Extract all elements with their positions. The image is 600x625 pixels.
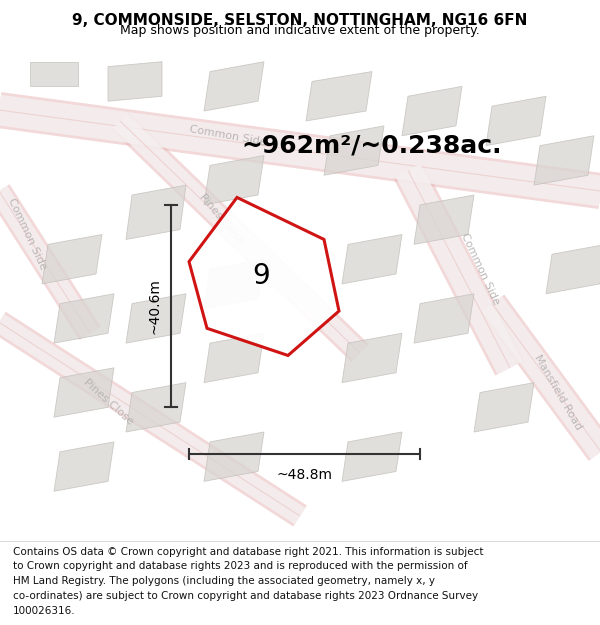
Polygon shape xyxy=(342,432,402,481)
Polygon shape xyxy=(402,86,462,136)
Polygon shape xyxy=(54,368,114,418)
Polygon shape xyxy=(324,126,384,175)
Polygon shape xyxy=(414,195,474,244)
Polygon shape xyxy=(54,294,114,343)
Text: Common Side: Common Side xyxy=(6,197,48,272)
Polygon shape xyxy=(30,62,78,86)
Polygon shape xyxy=(54,442,114,491)
Polygon shape xyxy=(534,136,594,185)
Polygon shape xyxy=(342,333,402,382)
Text: ~962m²/~0.238ac.: ~962m²/~0.238ac. xyxy=(242,134,502,158)
Polygon shape xyxy=(42,234,102,284)
Text: co-ordinates) are subject to Crown copyright and database rights 2023 Ordnance S: co-ordinates) are subject to Crown copyr… xyxy=(13,591,478,601)
Polygon shape xyxy=(342,234,402,284)
Text: Contains OS data © Crown copyright and database right 2021. This information is : Contains OS data © Crown copyright and d… xyxy=(13,546,484,556)
Polygon shape xyxy=(204,62,264,111)
Polygon shape xyxy=(126,294,186,343)
Polygon shape xyxy=(546,244,600,294)
Text: Common Side: Common Side xyxy=(459,232,501,306)
Text: Mansfield Road: Mansfield Road xyxy=(532,353,584,432)
Polygon shape xyxy=(204,259,264,309)
Polygon shape xyxy=(306,71,372,121)
Polygon shape xyxy=(126,382,186,432)
Text: ~40.6m: ~40.6m xyxy=(148,278,162,334)
Polygon shape xyxy=(204,432,264,481)
Polygon shape xyxy=(204,333,264,382)
Polygon shape xyxy=(414,294,474,343)
Polygon shape xyxy=(189,198,339,356)
Text: ~48.8m: ~48.8m xyxy=(277,468,332,482)
Polygon shape xyxy=(108,62,162,101)
Text: HM Land Registry. The polygons (including the associated geometry, namely x, y: HM Land Registry. The polygons (includin… xyxy=(13,576,435,586)
Text: Pines Close: Pines Close xyxy=(81,378,135,428)
Text: Map shows position and indicative extent of the property.: Map shows position and indicative extent… xyxy=(120,24,480,36)
Text: Common Side: Common Side xyxy=(189,124,267,148)
Text: 100026316.: 100026316. xyxy=(13,606,76,616)
Text: 9: 9 xyxy=(252,262,270,291)
Polygon shape xyxy=(486,96,546,146)
Polygon shape xyxy=(474,382,534,432)
Text: to Crown copyright and database rights 2023 and is reproduced with the permissio: to Crown copyright and database rights 2… xyxy=(13,561,468,571)
Text: Pines Close: Pines Close xyxy=(198,192,246,247)
Polygon shape xyxy=(204,156,264,205)
Text: 9, COMMONSIDE, SELSTON, NOTTINGHAM, NG16 6FN: 9, COMMONSIDE, SELSTON, NOTTINGHAM, NG16… xyxy=(73,13,527,28)
Polygon shape xyxy=(126,185,186,239)
